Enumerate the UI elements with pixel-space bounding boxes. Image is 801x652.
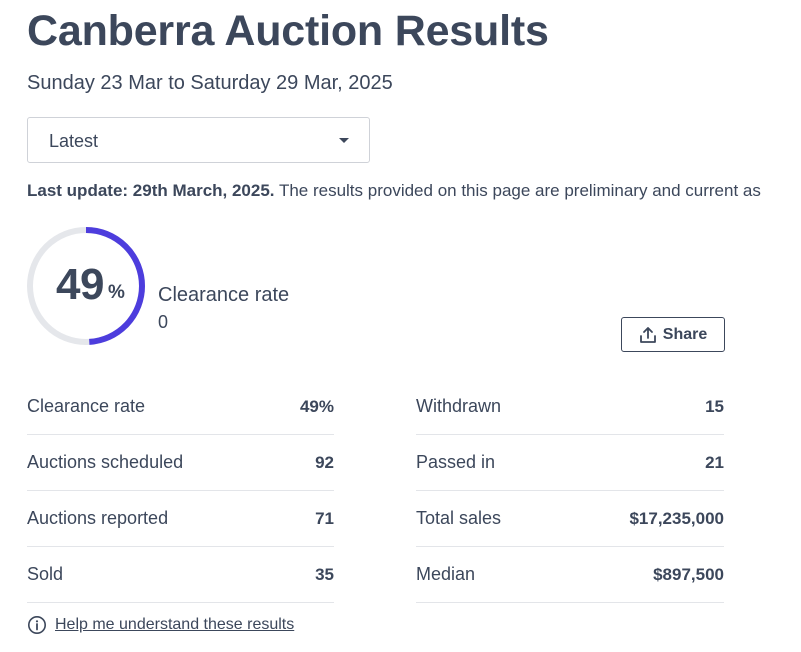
stat-row-auctions-reported: Auctions reported 71 <box>27 491 334 547</box>
stat-label: Clearance rate <box>27 396 146 416</box>
clearance-rate-percent-sign: % <box>108 282 125 303</box>
page-title: Canberra Auction Results <box>27 7 549 55</box>
stat-label: Auctions reported <box>27 508 169 528</box>
stat-label: Median <box>416 564 476 584</box>
stat-row-auctions-scheduled: Auctions scheduled 92 <box>27 435 334 491</box>
progress-ring-icon <box>27 227 145 345</box>
help-link-text[interactable]: Help me understand these results <box>55 616 295 633</box>
stat-value: 71 <box>315 508 334 528</box>
last-update-notice: Last update: 29th March, 2025. The resul… <box>27 181 801 201</box>
stat-row-withdrawn: Withdrawn 15 <box>416 379 724 435</box>
stat-row-passed-in: Passed in 21 <box>416 435 724 491</box>
share-upload-icon <box>639 326 656 343</box>
stat-label: Sold <box>27 564 64 584</box>
stat-value: 49% <box>299 396 334 416</box>
help-link[interactable]: Help me understand these results <box>27 615 294 635</box>
stats-right-column: Withdrawn 15 Passed in 21 Total sales $1… <box>416 379 724 603</box>
stat-row-total-sales: Total sales $17,235,000 <box>416 491 724 547</box>
stat-value: 92 <box>315 452 334 472</box>
clearance-rate-label: Clearance rate <box>158 284 290 306</box>
stat-value: $17,235,000 <box>629 508 724 528</box>
share-button[interactable]: Share <box>621 317 725 352</box>
stat-value: 35 <box>315 564 334 584</box>
period-select-value: Latest <box>49 131 99 151</box>
stat-label: Total sales <box>416 508 502 528</box>
stat-label: Withdrawn <box>416 396 502 416</box>
stat-value: $897,500 <box>653 564 724 584</box>
stat-row-clearance-rate: Clearance rate 49% <box>27 379 334 435</box>
period-select[interactable]: Latest <box>27 117 370 163</box>
clearance-rate-ring: 49 % <box>25 225 147 347</box>
ring-progress <box>27 227 145 345</box>
date-range: Sunday 23 Mar to Saturday 29 Mar, 2025 <box>27 72 393 94</box>
caret-down-icon <box>339 138 349 143</box>
stat-label: Passed in <box>416 452 496 472</box>
last-update-label: Last update: 29th March, 2025. <box>27 181 275 200</box>
stat-label: Auctions scheduled <box>27 452 184 472</box>
stat-row-median: Median $897,500 <box>416 547 724 603</box>
stat-value: 15 <box>705 396 724 416</box>
share-label: Share <box>662 325 708 343</box>
clearance-rate-number: 49 <box>56 260 104 309</box>
info-icon <box>28 616 46 634</box>
stat-row-sold: Sold 35 <box>27 547 334 603</box>
stat-value: 21 <box>705 452 724 472</box>
last-update-text: The results provided on this page are pr… <box>274 181 761 200</box>
clearance-rate-subvalue: 0 <box>158 312 169 332</box>
stats-left-column: Clearance rate 49% Auctions scheduled 92… <box>27 379 334 603</box>
